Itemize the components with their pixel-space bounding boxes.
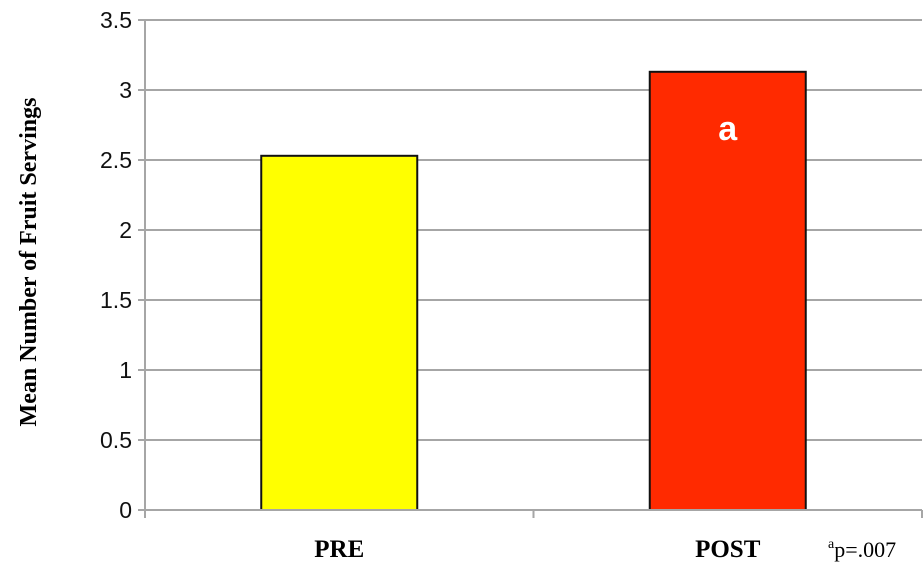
x-tick-label-post: POST	[695, 536, 761, 563]
y-tick-label: 3	[119, 77, 132, 103]
y-tick-label: 1.5	[100, 287, 132, 313]
bar-pre	[260, 154, 419, 512]
y-tick-label: 2	[119, 217, 132, 243]
y-tick-labels: 0 0.5 1 1.5 2 2.5 3 3.5	[100, 7, 145, 523]
bars	[260, 70, 807, 512]
x-axis: PRE POST	[144, 509, 923, 563]
bar-annotation: a	[718, 110, 738, 148]
y-tick-label: 0	[119, 497, 132, 523]
y-tick-label: 3.5	[100, 7, 132, 33]
y-axis-label: Mean Number of Fruit Servings	[16, 98, 42, 427]
x-tick-label-pre: PRE	[314, 536, 364, 563]
bar-annotations: a	[718, 110, 738, 148]
y-tick-label: 2.5	[100, 147, 132, 173]
footnote-text: p=.007	[834, 537, 896, 562]
footnote: ap=.007	[828, 537, 896, 562]
y-tick-label: 0.5	[100, 427, 132, 453]
y-tick-label: 1	[119, 357, 132, 383]
footnote-superscript: a	[828, 537, 835, 552]
